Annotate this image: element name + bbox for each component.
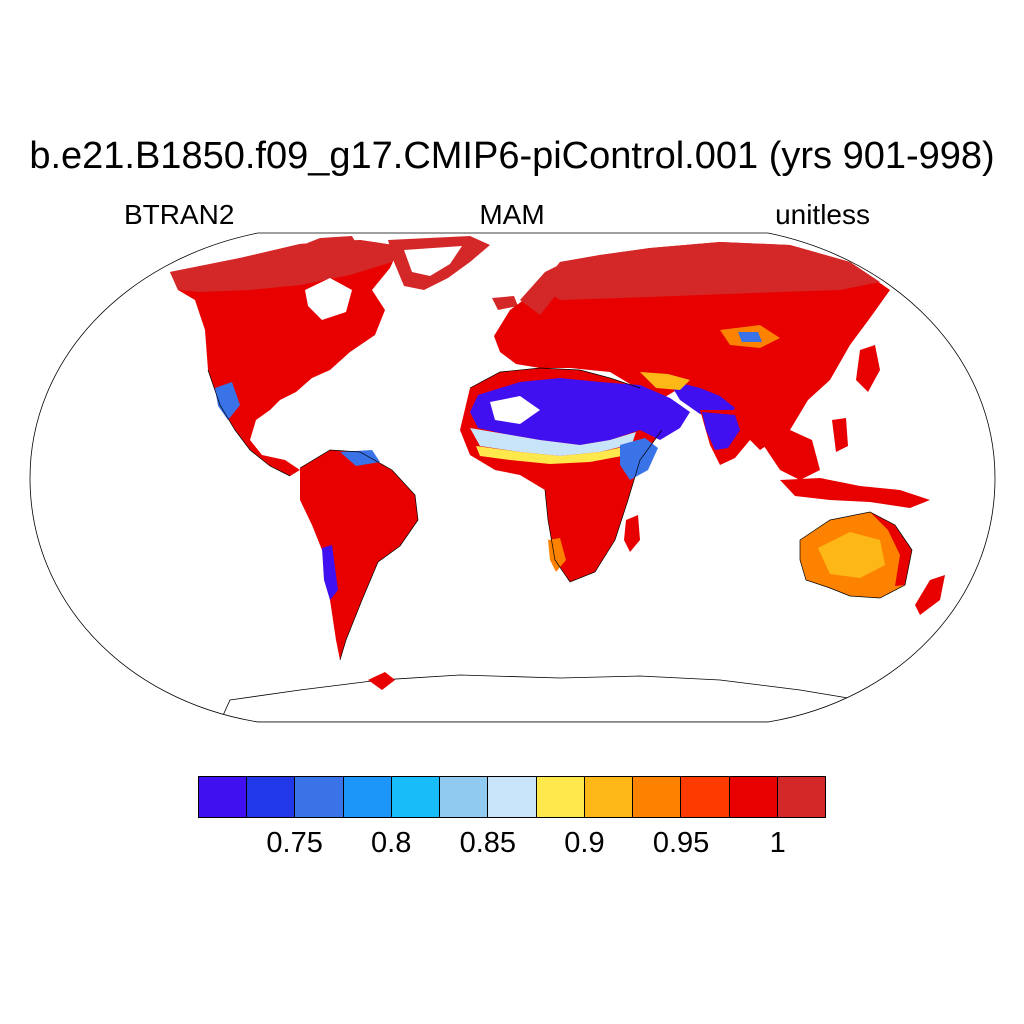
colorbar-swatch [729,777,778,817]
land-madagascar [624,515,640,552]
colorbar-swatch [295,777,344,817]
colorbar-tick-label: 0.85 [459,827,517,859]
coastlines [207,367,913,661]
mexico-dry-coast [215,382,240,420]
land-southeast-asia [760,430,820,480]
colorbar-swatch [247,777,296,817]
colorbar-swatch [633,777,682,817]
india-dry-zone [702,412,740,450]
sahel-band-yellow [476,446,628,464]
south-america-west-dry [322,545,338,600]
colorbar-swatch [681,777,730,817]
colorbar-swatch [440,777,489,817]
colorbar-tick-label: 0.9 [564,827,605,859]
map-border [29,232,996,723]
colorbar-labels: 0.75 0.8 0.85 0.9 0.95 1 [198,826,826,866]
colorbar-tick-label: 0.95 [652,827,710,859]
colorbar-swatch [536,777,585,817]
colorbar-swatch [199,777,248,817]
south-america-north-dry [340,450,380,466]
central-asia-blue [738,332,762,342]
colorbar-swatch [391,777,441,817]
land-canadian-archipelago [290,236,360,262]
map-title: b.e21.B1850.f09_g17.CMIP6-piControl.001 … [29,135,995,177]
sahara-patch [490,396,540,424]
land-eurasia-high-lat [540,242,880,300]
australia-rim [870,512,912,586]
land-japan [856,345,880,392]
middle-east-gradient [640,372,690,390]
colorbar-swatch [343,777,392,817]
australia-interior [818,532,885,578]
units-label: unitless [775,199,870,230]
colorbar-tick-label: 0.8 [371,827,412,859]
land-scandinavia [520,262,565,315]
colorbar-swatch [488,777,537,817]
greenland-ice [404,246,462,276]
land-philippines [832,418,848,452]
land-arabia [600,382,690,440]
colorbar-tick-label: 0.75 [266,827,323,859]
land-south-america [300,450,418,660]
variable-label: BTRAN2 [124,199,235,230]
hudson-bay [305,278,352,320]
colorbar [198,776,826,818]
colorbar-swatch [584,777,634,817]
antarctic-peninsula [368,672,395,690]
sahel-band-light [470,428,636,456]
colorbar-swatch [777,777,826,817]
land-new-zealand [915,575,945,615]
land-iceland [492,296,518,310]
season-label: MAM [479,199,545,230]
land-indonesia [780,478,930,508]
colorbar-tick-label: 1 [769,827,786,859]
